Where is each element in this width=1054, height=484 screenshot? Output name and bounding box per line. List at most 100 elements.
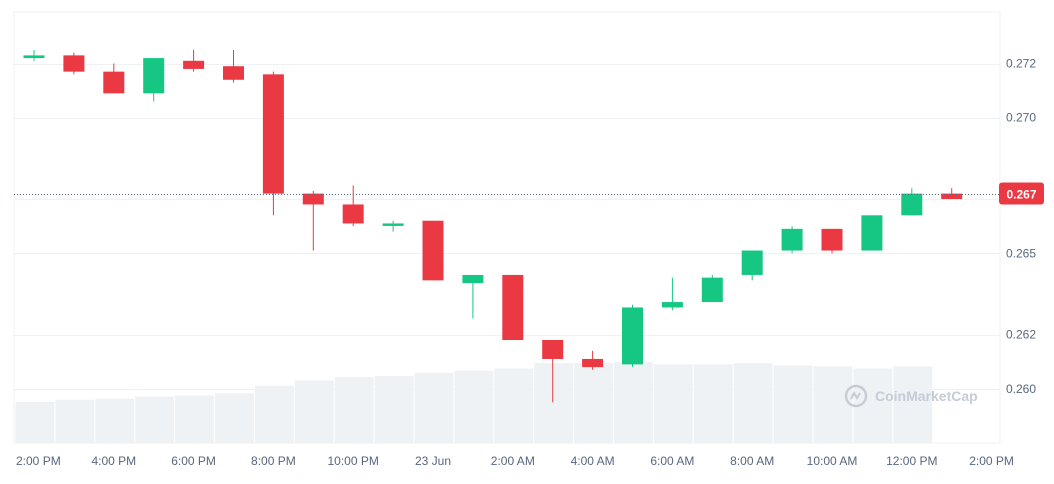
volume-bar	[733, 363, 773, 443]
candle	[262, 71, 284, 216]
candle-body	[342, 204, 364, 224]
candle-body	[582, 358, 604, 368]
volume-bar	[893, 366, 933, 443]
candle	[861, 215, 883, 251]
candle	[582, 350, 604, 370]
candle-body	[462, 274, 484, 284]
candle	[542, 339, 564, 403]
volume-bar	[414, 372, 454, 443]
candle	[781, 226, 803, 254]
volume-bar	[135, 396, 175, 443]
candle-body	[422, 220, 444, 281]
volume-bar	[95, 398, 135, 443]
volume-bar	[254, 385, 294, 443]
candle	[502, 274, 524, 340]
candle-body	[861, 215, 883, 251]
candle	[223, 49, 244, 83]
volume-bar	[813, 366, 853, 443]
volume-bar	[215, 393, 254, 443]
volume-bar	[494, 368, 534, 443]
candle-body	[143, 58, 165, 94]
volume-bar	[15, 401, 55, 443]
candle-body	[183, 60, 205, 69]
candle-body	[262, 74, 284, 194]
candles	[23, 49, 963, 403]
candle	[821, 228, 843, 254]
candle-body	[223, 66, 244, 80]
candle-body	[781, 228, 803, 251]
volume-bar	[175, 395, 214, 443]
candle-body	[821, 228, 843, 251]
x-tick-label: 6:00 PM	[171, 454, 216, 468]
y-tick-label: 0.260	[1006, 382, 1036, 396]
x-tick-label: 4:00 AM	[571, 454, 615, 468]
volume-bar	[454, 370, 494, 443]
x-tick-label: 2:00 PM	[16, 454, 61, 468]
volume-bar	[693, 364, 733, 443]
volume-bar	[294, 380, 334, 443]
candle-body	[382, 223, 404, 226]
candle-body	[941, 193, 963, 200]
candle-body	[63, 55, 85, 72]
candle	[63, 52, 85, 75]
candle-body	[502, 274, 524, 340]
candle-body	[542, 339, 564, 359]
watermark-text: CoinMarketCap	[875, 388, 978, 404]
volume-bar	[55, 399, 95, 443]
candle	[302, 190, 324, 251]
candle	[23, 49, 45, 61]
candle	[901, 188, 923, 216]
x-tick-label: 8:00 AM	[730, 454, 774, 468]
current-price-badge-text: 0.267	[1006, 188, 1036, 202]
candle	[622, 304, 643, 368]
volume-bar	[773, 365, 813, 443]
volume-bar	[334, 377, 374, 443]
x-tick-label: 10:00 AM	[807, 454, 858, 468]
x-tick-label: 6:00 AM	[650, 454, 694, 468]
candle-body	[23, 55, 45, 59]
candle	[422, 220, 444, 281]
x-tick-label: 4:00 PM	[91, 454, 136, 468]
candle	[103, 63, 125, 94]
candle	[382, 220, 404, 232]
candle	[183, 49, 205, 72]
candle	[462, 274, 484, 319]
x-tick-label: 12:00 PM	[886, 454, 937, 468]
candle-body	[901, 193, 923, 216]
x-tick-label: 2:00 PM	[969, 454, 1014, 468]
current-price-badge-bg	[999, 182, 1044, 205]
volume-bar	[534, 363, 574, 443]
y-tick-label: 0.265	[1006, 246, 1036, 260]
candle-body	[741, 250, 763, 275]
candle-body	[622, 307, 643, 365]
volume-bar	[614, 362, 653, 443]
candle-body	[661, 302, 683, 308]
volume-bar	[374, 376, 414, 443]
x-tick-label: 2:00 AM	[491, 454, 535, 468]
candle	[741, 250, 763, 281]
candle	[941, 188, 963, 200]
x-axis: 2:00 PM 4:00 PM 6:00 PM 8:00 PM 10:00 PM 23 J…	[16, 454, 1014, 468]
candle	[661, 277, 683, 311]
volume-bars	[15, 362, 933, 443]
volume-bar	[653, 364, 693, 443]
coinmarketcap-logo-icon	[844, 384, 868, 408]
x-tick-label: 23 Jun	[415, 454, 451, 468]
candle-body	[701, 277, 723, 303]
candle-body	[103, 71, 125, 94]
volume-bar	[574, 363, 613, 443]
y-axis: 0.260 0.262 0.265 0.267 0.270 0.272	[1006, 57, 1036, 396]
candle-body	[302, 193, 324, 205]
x-tick-label: 8:00 PM	[251, 454, 296, 468]
y-tick-label: 0.272	[1006, 57, 1036, 71]
candle	[342, 185, 364, 227]
y-tick-label: 0.262	[1006, 328, 1036, 342]
current-price-badge: 0.267	[999, 182, 1044, 205]
y-tick-label: 0.270	[1006, 111, 1036, 125]
x-tick-label: 10:00 PM	[328, 454, 379, 468]
candle	[143, 58, 165, 102]
watermark: CoinMarketCap	[844, 384, 978, 408]
candle	[701, 274, 723, 303]
